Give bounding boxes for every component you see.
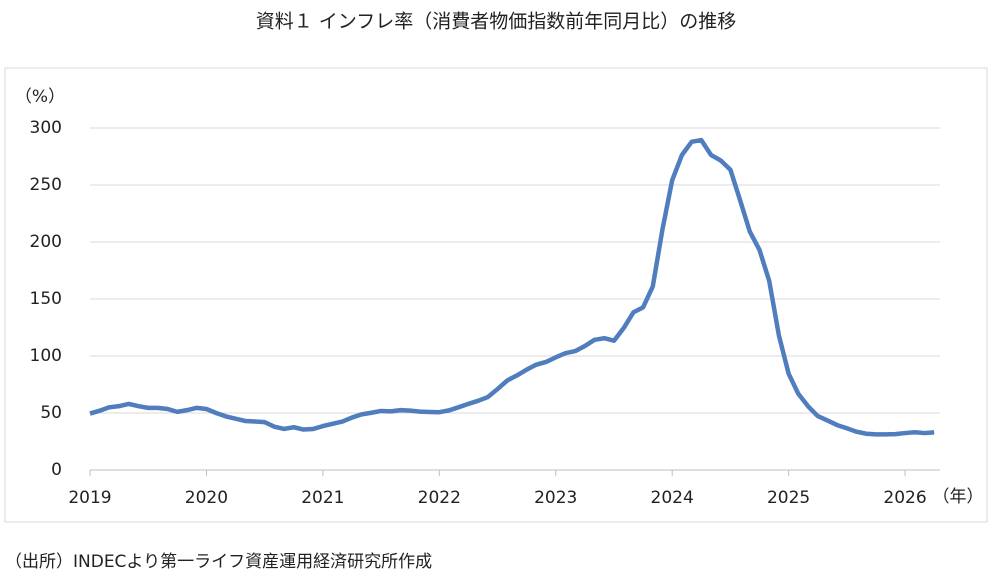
x-tick-label: 2024 <box>651 488 694 508</box>
chart-frame <box>4 67 988 523</box>
y-tick-label: 100 <box>30 346 62 366</box>
y-tick-label: 300 <box>30 118 62 138</box>
data-line <box>89 137 935 437</box>
x-tick-label: 2020 <box>185 488 228 508</box>
x-tick-label: 2022 <box>418 488 461 508</box>
x-tick-label: 2025 <box>767 488 810 508</box>
y-tick-label: 200 <box>30 232 62 252</box>
x-tick-label: 2019 <box>68 488 111 508</box>
source-note: （出所）INDECより第一ライフ資産運用経済研究所作成 <box>5 552 432 572</box>
y-tick-label: 150 <box>30 289 62 309</box>
y-axis-label: （%） <box>15 87 65 107</box>
y-tick-label: 0 <box>51 460 62 480</box>
y-tick-label: 250 <box>30 175 62 195</box>
x-tick-label: 2026 <box>883 488 926 508</box>
chart-title: 資料１ インフレ率（消費者物価指数前年同月比）の推移 <box>256 11 736 33</box>
y-tick-label: 50 <box>40 403 62 423</box>
x-tick-label: 2021 <box>301 488 344 508</box>
x-tick-label: 2023 <box>534 488 577 508</box>
x-axis-label: （年） <box>933 487 984 507</box>
